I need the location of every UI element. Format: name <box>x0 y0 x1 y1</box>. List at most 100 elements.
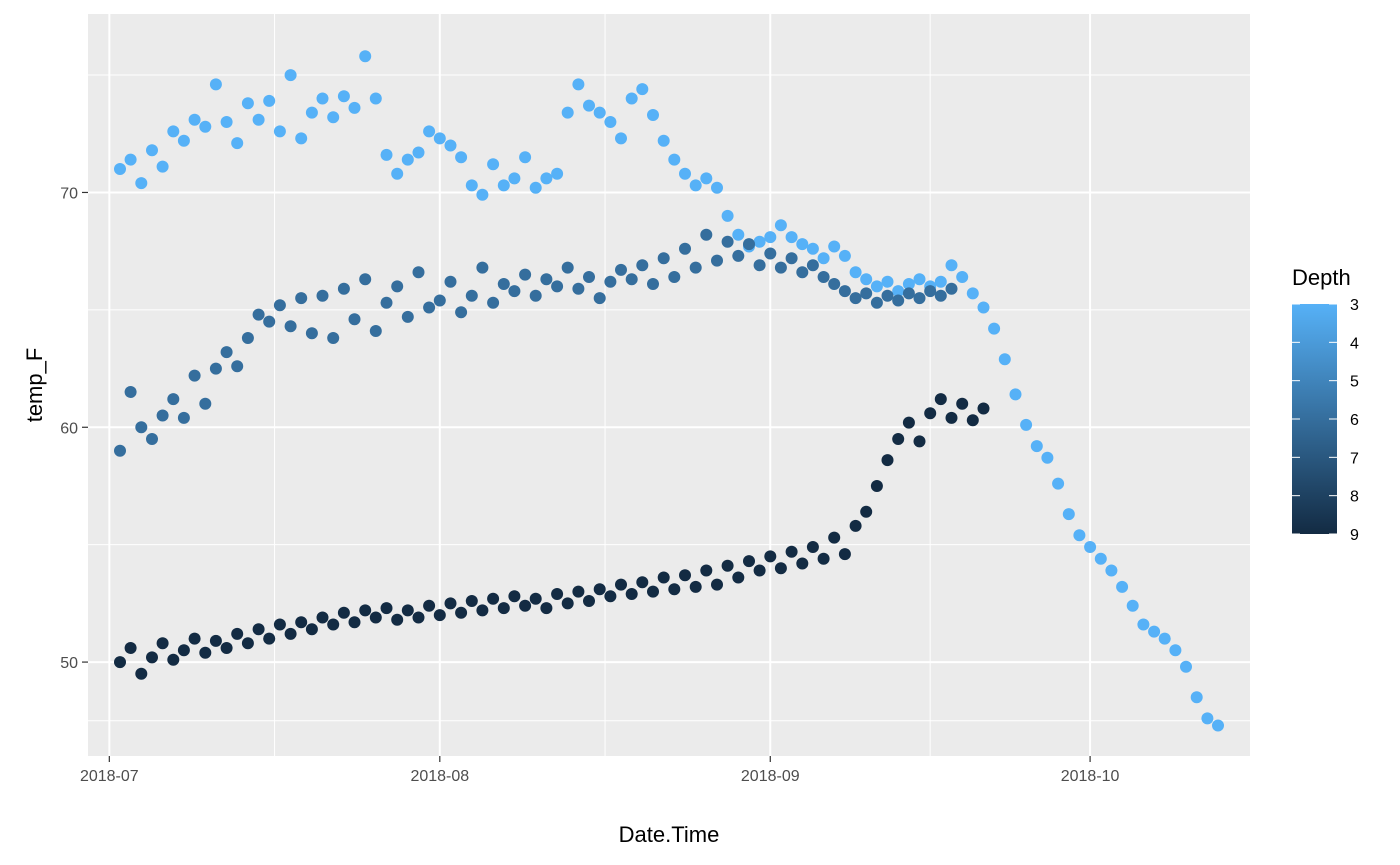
data-point-depth-3 <box>188 113 201 126</box>
data-point-depth-3 <box>956 271 969 283</box>
data-point-depth-3 <box>988 322 1001 335</box>
data-point-depth-6 <box>487 296 500 309</box>
data-point-depth-3 <box>721 209 734 222</box>
data-point-depth-6 <box>604 275 617 288</box>
data-point-depth-3 <box>945 259 958 272</box>
data-point-depth-9 <box>401 604 414 617</box>
data-point-depth-3 <box>1180 660 1192 673</box>
data-point-depth-3 <box>209 78 222 91</box>
data-point-depth-6 <box>380 296 393 309</box>
data-point-depth-6 <box>764 247 777 260</box>
x-tick-label: 2018-08 <box>410 768 469 785</box>
data-point-depth-3 <box>998 353 1011 366</box>
data-point-depth-6 <box>828 278 841 290</box>
data-point-depth-3 <box>1105 564 1118 577</box>
data-point-depth-6 <box>551 280 564 293</box>
data-point-depth-6 <box>668 271 681 283</box>
data-point-depth-6 <box>849 292 862 305</box>
data-point-depth-3 <box>305 106 318 119</box>
data-point-depth-3 <box>348 101 361 114</box>
data-point-depth-3 <box>551 167 564 180</box>
data-point-depth-9 <box>817 552 830 565</box>
data-point-depth-3 <box>689 179 702 192</box>
data-point-depth-3 <box>241 97 254 110</box>
data-point-depth-9 <box>146 651 158 664</box>
data-point-depth-9 <box>689 580 702 593</box>
data-point-depth-6 <box>401 310 414 323</box>
data-point-depth-6 <box>913 292 926 305</box>
data-point-depth-3 <box>1158 632 1171 645</box>
data-point-depth-9 <box>849 519 862 532</box>
data-point-depth-3 <box>231 137 244 150</box>
data-point-depth-9 <box>551 588 564 600</box>
data-point-depth-6 <box>295 292 308 305</box>
data-point-depth-3 <box>1116 580 1129 593</box>
data-point-depth-3 <box>369 92 382 105</box>
data-point-depth-9 <box>679 569 691 582</box>
data-point-depth-3 <box>561 106 574 119</box>
data-point-depth-6 <box>231 360 244 373</box>
axes: 2018-07 2018-08 2018-09 2018-10 50 60 70 <box>60 185 1119 785</box>
data-point-depth-3 <box>732 228 745 241</box>
data-point-depth-6 <box>572 282 585 295</box>
data-point-depth-6 <box>785 252 798 265</box>
data-point-depth-9 <box>721 559 734 572</box>
data-point-depth-6 <box>934 289 947 302</box>
data-point-depth-9 <box>966 414 979 427</box>
data-point-depth-6 <box>497 278 510 290</box>
data-point-depth-3 <box>860 273 873 286</box>
data-point-depth-3 <box>838 249 851 262</box>
data-point-depth-9 <box>465 595 478 607</box>
data-point-depth-3 <box>636 83 649 96</box>
data-point-depth-9 <box>828 531 841 544</box>
data-point-depth-6 <box>177 411 190 424</box>
data-point-depth-9 <box>647 585 659 598</box>
data-point-depth-9 <box>423 599 436 612</box>
data-point-depth-3 <box>519 151 532 164</box>
data-point-depth-9 <box>412 611 425 624</box>
data-point-depth-9 <box>806 541 819 553</box>
data-point-depth-9 <box>838 548 851 561</box>
data-point-depth-3 <box>359 50 372 63</box>
data-point-depth-9 <box>337 606 350 619</box>
data-point-depth-3 <box>114 163 126 175</box>
data-point-depth-6 <box>625 273 638 286</box>
legend-label: 6 <box>1350 412 1359 429</box>
data-point-depth-6 <box>519 268 532 281</box>
data-point-depth-3 <box>700 172 713 185</box>
data-point-depth-3 <box>433 132 446 145</box>
data-point-depth-3 <box>380 148 393 161</box>
data-point-depth-9 <box>774 562 787 575</box>
data-point-depth-6 <box>806 259 819 272</box>
legend-label: 7 <box>1350 450 1359 467</box>
data-point-depth-6 <box>359 273 372 286</box>
data-point-depth-9 <box>476 604 489 617</box>
data-point-depth-6 <box>902 287 915 300</box>
data-point-depth-9 <box>209 634 222 647</box>
data-point-depth-6 <box>199 397 212 410</box>
data-point-depth-6 <box>753 259 766 272</box>
x-axis-title: Date.Time <box>619 822 720 847</box>
data-point-depth-9 <box>167 653 180 666</box>
data-point-depth-6 <box>476 261 489 274</box>
data-point-depth-9 <box>913 435 926 448</box>
data-point-depth-9 <box>241 637 254 650</box>
data-point-depth-9 <box>316 611 329 624</box>
data-point-depth-6 <box>679 242 691 255</box>
data-point-depth-9 <box>305 623 318 636</box>
data-point-depth-3 <box>913 273 926 286</box>
data-point-depth-3 <box>1041 451 1054 464</box>
data-point-depth-6 <box>561 261 574 274</box>
data-point-depth-3 <box>1020 418 1033 431</box>
data-point-depth-3 <box>1201 712 1214 725</box>
data-point-depth-3 <box>977 301 990 314</box>
data-point-depth-3 <box>295 132 308 145</box>
data-point-depth-3 <box>647 109 659 121</box>
data-point-depth-6 <box>593 292 606 305</box>
y-tick-label: 50 <box>60 655 78 672</box>
data-point-depth-9 <box>497 602 510 615</box>
legend-label: 5 <box>1350 374 1359 391</box>
data-point-depth-6 <box>135 421 148 434</box>
data-point-depth-3 <box>476 188 489 201</box>
data-point-depth-6 <box>316 289 329 302</box>
